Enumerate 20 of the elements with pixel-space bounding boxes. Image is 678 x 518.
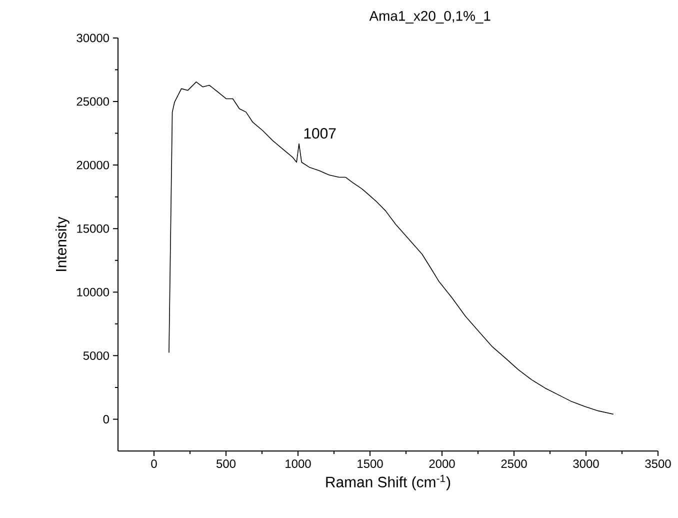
x-tick-label: 2000 <box>429 460 455 468</box>
y-tick-label: 0 <box>103 414 110 424</box>
x-tick-label: 1500 <box>358 460 383 468</box>
x-tick-label: 0 <box>151 460 157 468</box>
x-tick-label: 500 <box>216 460 236 468</box>
x-axis-title: Raman Shift (cm$^{-1}$) <box>326 474 450 490</box>
y-tick-label: 20000 <box>76 160 110 170</box>
y-tick-label: 5000 <box>83 351 110 360</box>
y-tick-label: 30000 <box>76 34 110 42</box>
y-tick-label: 15000 <box>77 224 110 233</box>
x-tick-label: 3500 <box>645 460 671 468</box>
line-series <box>168 82 614 415</box>
y-tick-label: 25000 <box>76 97 110 106</box>
y-axis-title: Intensity <box>55 216 70 271</box>
y-tick-label: 10000 <box>77 288 110 296</box>
annotation: 1007 <box>304 128 336 139</box>
x-tick-label: 1000 <box>286 460 311 468</box>
chart-title: Ama1_x20_0,1%_1 <box>369 10 490 24</box>
x-tick-label: 3000 <box>573 460 599 468</box>
x-tick-label: 2500 <box>501 460 527 468</box>
